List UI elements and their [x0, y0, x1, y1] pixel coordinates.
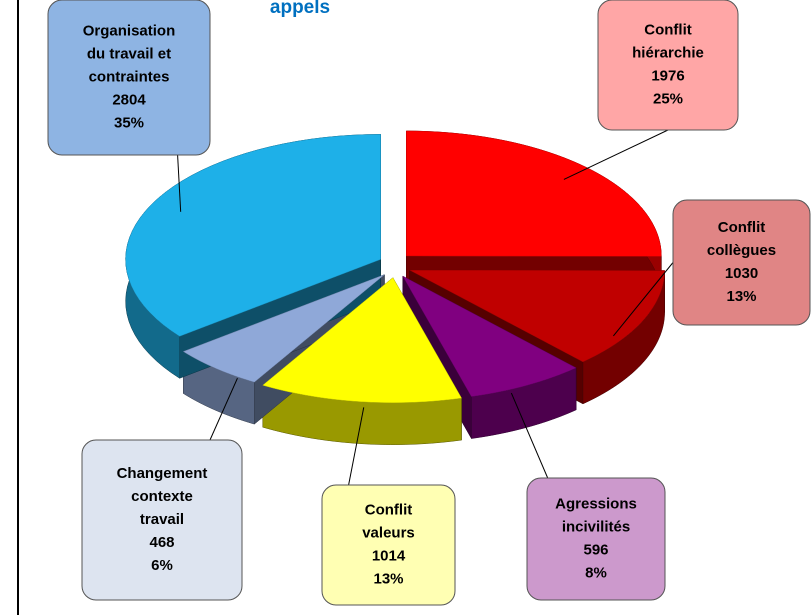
leader-line [563, 129, 669, 180]
label-text: 468 [149, 534, 174, 551]
label-box [597, 0, 739, 131]
label-text: 25% [653, 90, 683, 107]
label-text: Conflit [718, 219, 765, 236]
slice [409, 269, 665, 363]
label-text: Organisation [83, 22, 176, 39]
slice [262, 277, 462, 403]
label-text: 13% [726, 288, 756, 305]
label-text: contexte [131, 488, 193, 505]
label-box [81, 439, 243, 601]
label-text: collègues [707, 242, 776, 259]
slice [402, 275, 577, 397]
label-text: Agressions [555, 495, 637, 512]
label-text: travail [140, 511, 184, 528]
label-text: hiérarchie [632, 44, 704, 61]
leader-line [510, 392, 549, 479]
leader-line [177, 154, 182, 212]
label-text: Conflit [644, 21, 691, 38]
leader-line [613, 262, 674, 337]
label-text: Conflit [365, 501, 412, 518]
slice [182, 274, 385, 383]
leader-line [209, 378, 238, 441]
label-text: 596 [583, 541, 608, 558]
label-text: valeurs [362, 524, 415, 541]
slice [125, 134, 381, 337]
label-text: 35% [114, 114, 144, 131]
label-text: 1014 [372, 547, 406, 564]
label-text: incivilités [562, 518, 630, 535]
label-text: contraintes [89, 68, 170, 85]
label-text: 1976 [651, 67, 684, 84]
label-text: 1030 [725, 265, 758, 282]
label-text: 8% [585, 564, 607, 581]
label-text: du travail et [87, 45, 171, 62]
leader-line [348, 407, 365, 486]
label-text: 2804 [112, 91, 146, 108]
label-box [47, 0, 211, 156]
label-box [321, 484, 456, 606]
label-text: 6% [151, 557, 173, 574]
label-box [672, 199, 811, 326]
label-box [526, 477, 666, 601]
slice [406, 130, 662, 257]
chart-title: appels [270, 0, 330, 18]
label-text: Changement [117, 465, 208, 482]
label-text: 13% [373, 570, 403, 587]
